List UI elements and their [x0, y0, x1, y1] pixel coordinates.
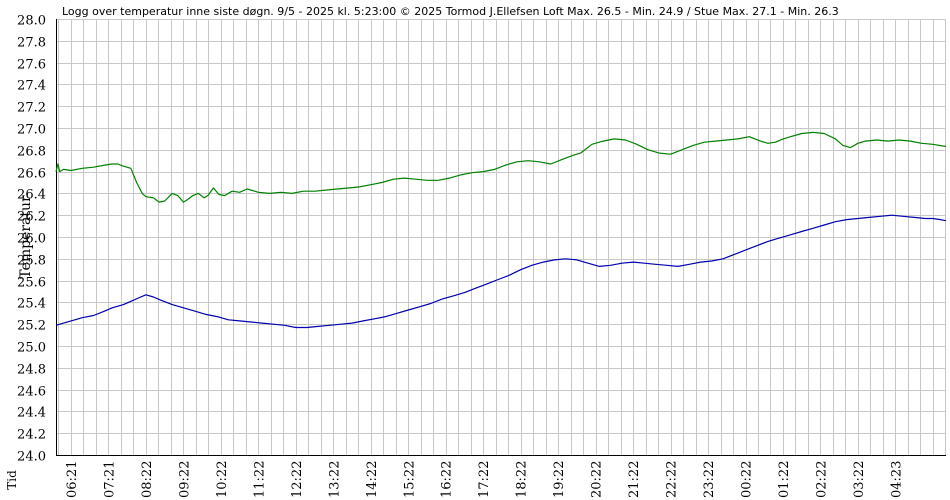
- x-tick-label: 10:22: [215, 461, 230, 498]
- series-line-loft: [55, 214, 947, 329]
- y-axis-ticks: 24.0 24.2 24.4 24.6 24.8 25.0 25.2 25.4 25.6 25.8…: [17, 14, 46, 465]
- x-tick-label: 22:22: [665, 461, 680, 498]
- x-tick-label: 03:22: [852, 461, 867, 498]
- y-tick-label: 26.4: [17, 188, 46, 203]
- y-tick-label: 24.0: [17, 450, 46, 465]
- y-tick-label: 25.8: [17, 254, 46, 269]
- y-tick-label: 26.0: [17, 232, 46, 247]
- x-tick-label: 16:22: [440, 461, 455, 498]
- x-tick-label: 06:21: [65, 461, 80, 498]
- y-tick-label: 24.4: [17, 406, 46, 421]
- y-tick-label: 25.2: [17, 319, 46, 334]
- x-tick-label: 20:22: [590, 461, 605, 498]
- y-tick-label: 24.8: [17, 363, 46, 378]
- x-tick-label: 04:23: [889, 461, 904, 498]
- x-tick-label: 23:22: [702, 461, 717, 498]
- y-tick-label: 26.6: [17, 167, 46, 182]
- y-tick-label: 27.2: [17, 101, 46, 116]
- x-axis-label: Tid: [5, 470, 19, 490]
- y-tick-label: 24.2: [17, 428, 46, 443]
- y-tick-label: 27.4: [17, 79, 46, 94]
- x-axis-ticks: 06:21 07:21 08:22 09:22 10:22 11:22 12:22 13:22…: [65, 461, 904, 498]
- y-tick-label: 24.6: [17, 385, 46, 400]
- x-tick-label: 19:22: [552, 461, 567, 498]
- y-tick-label: 27.6: [17, 58, 46, 73]
- y-tick-label: 26.8: [17, 145, 46, 160]
- y-axis-label: Temperatur: [18, 195, 34, 279]
- x-tick-label: 17:22: [477, 461, 492, 498]
- y-tick-label: 25.4: [17, 297, 46, 312]
- x-tick-label: 02:22: [814, 461, 829, 498]
- x-tick-label: 09:22: [177, 461, 192, 498]
- x-tick-label: 12:22: [290, 461, 305, 498]
- x-tick-label: 14:22: [365, 461, 380, 498]
- chart-title: Logg over temperatur inne siste døgn. 9/…: [62, 5, 839, 18]
- series-line-stue: [55, 131, 947, 203]
- y-tick-label: 26.2: [17, 210, 46, 225]
- y-tick-label: 28.0: [17, 14, 46, 29]
- x-tick-label: 07:21: [102, 461, 117, 498]
- x-tick-label: 18:22: [515, 461, 530, 498]
- x-tick-label: 11:22: [252, 461, 267, 498]
- x-tick-label: 21:22: [627, 461, 642, 498]
- series-lines: [55, 131, 947, 329]
- x-tick-label: 00:22: [740, 461, 755, 498]
- y-tick-label: 27.8: [17, 36, 46, 51]
- grid: [56, 19, 946, 456]
- y-tick-label: 25.6: [17, 276, 46, 291]
- x-tick-label: 08:22: [140, 461, 155, 498]
- y-tick-label: 25.0: [17, 341, 46, 356]
- x-tick-label: 15:22: [402, 461, 417, 498]
- y-tick-label: 27.0: [17, 123, 46, 138]
- x-tick-label: 01:22: [777, 461, 792, 498]
- x-tick-label: 13:22: [327, 461, 342, 498]
